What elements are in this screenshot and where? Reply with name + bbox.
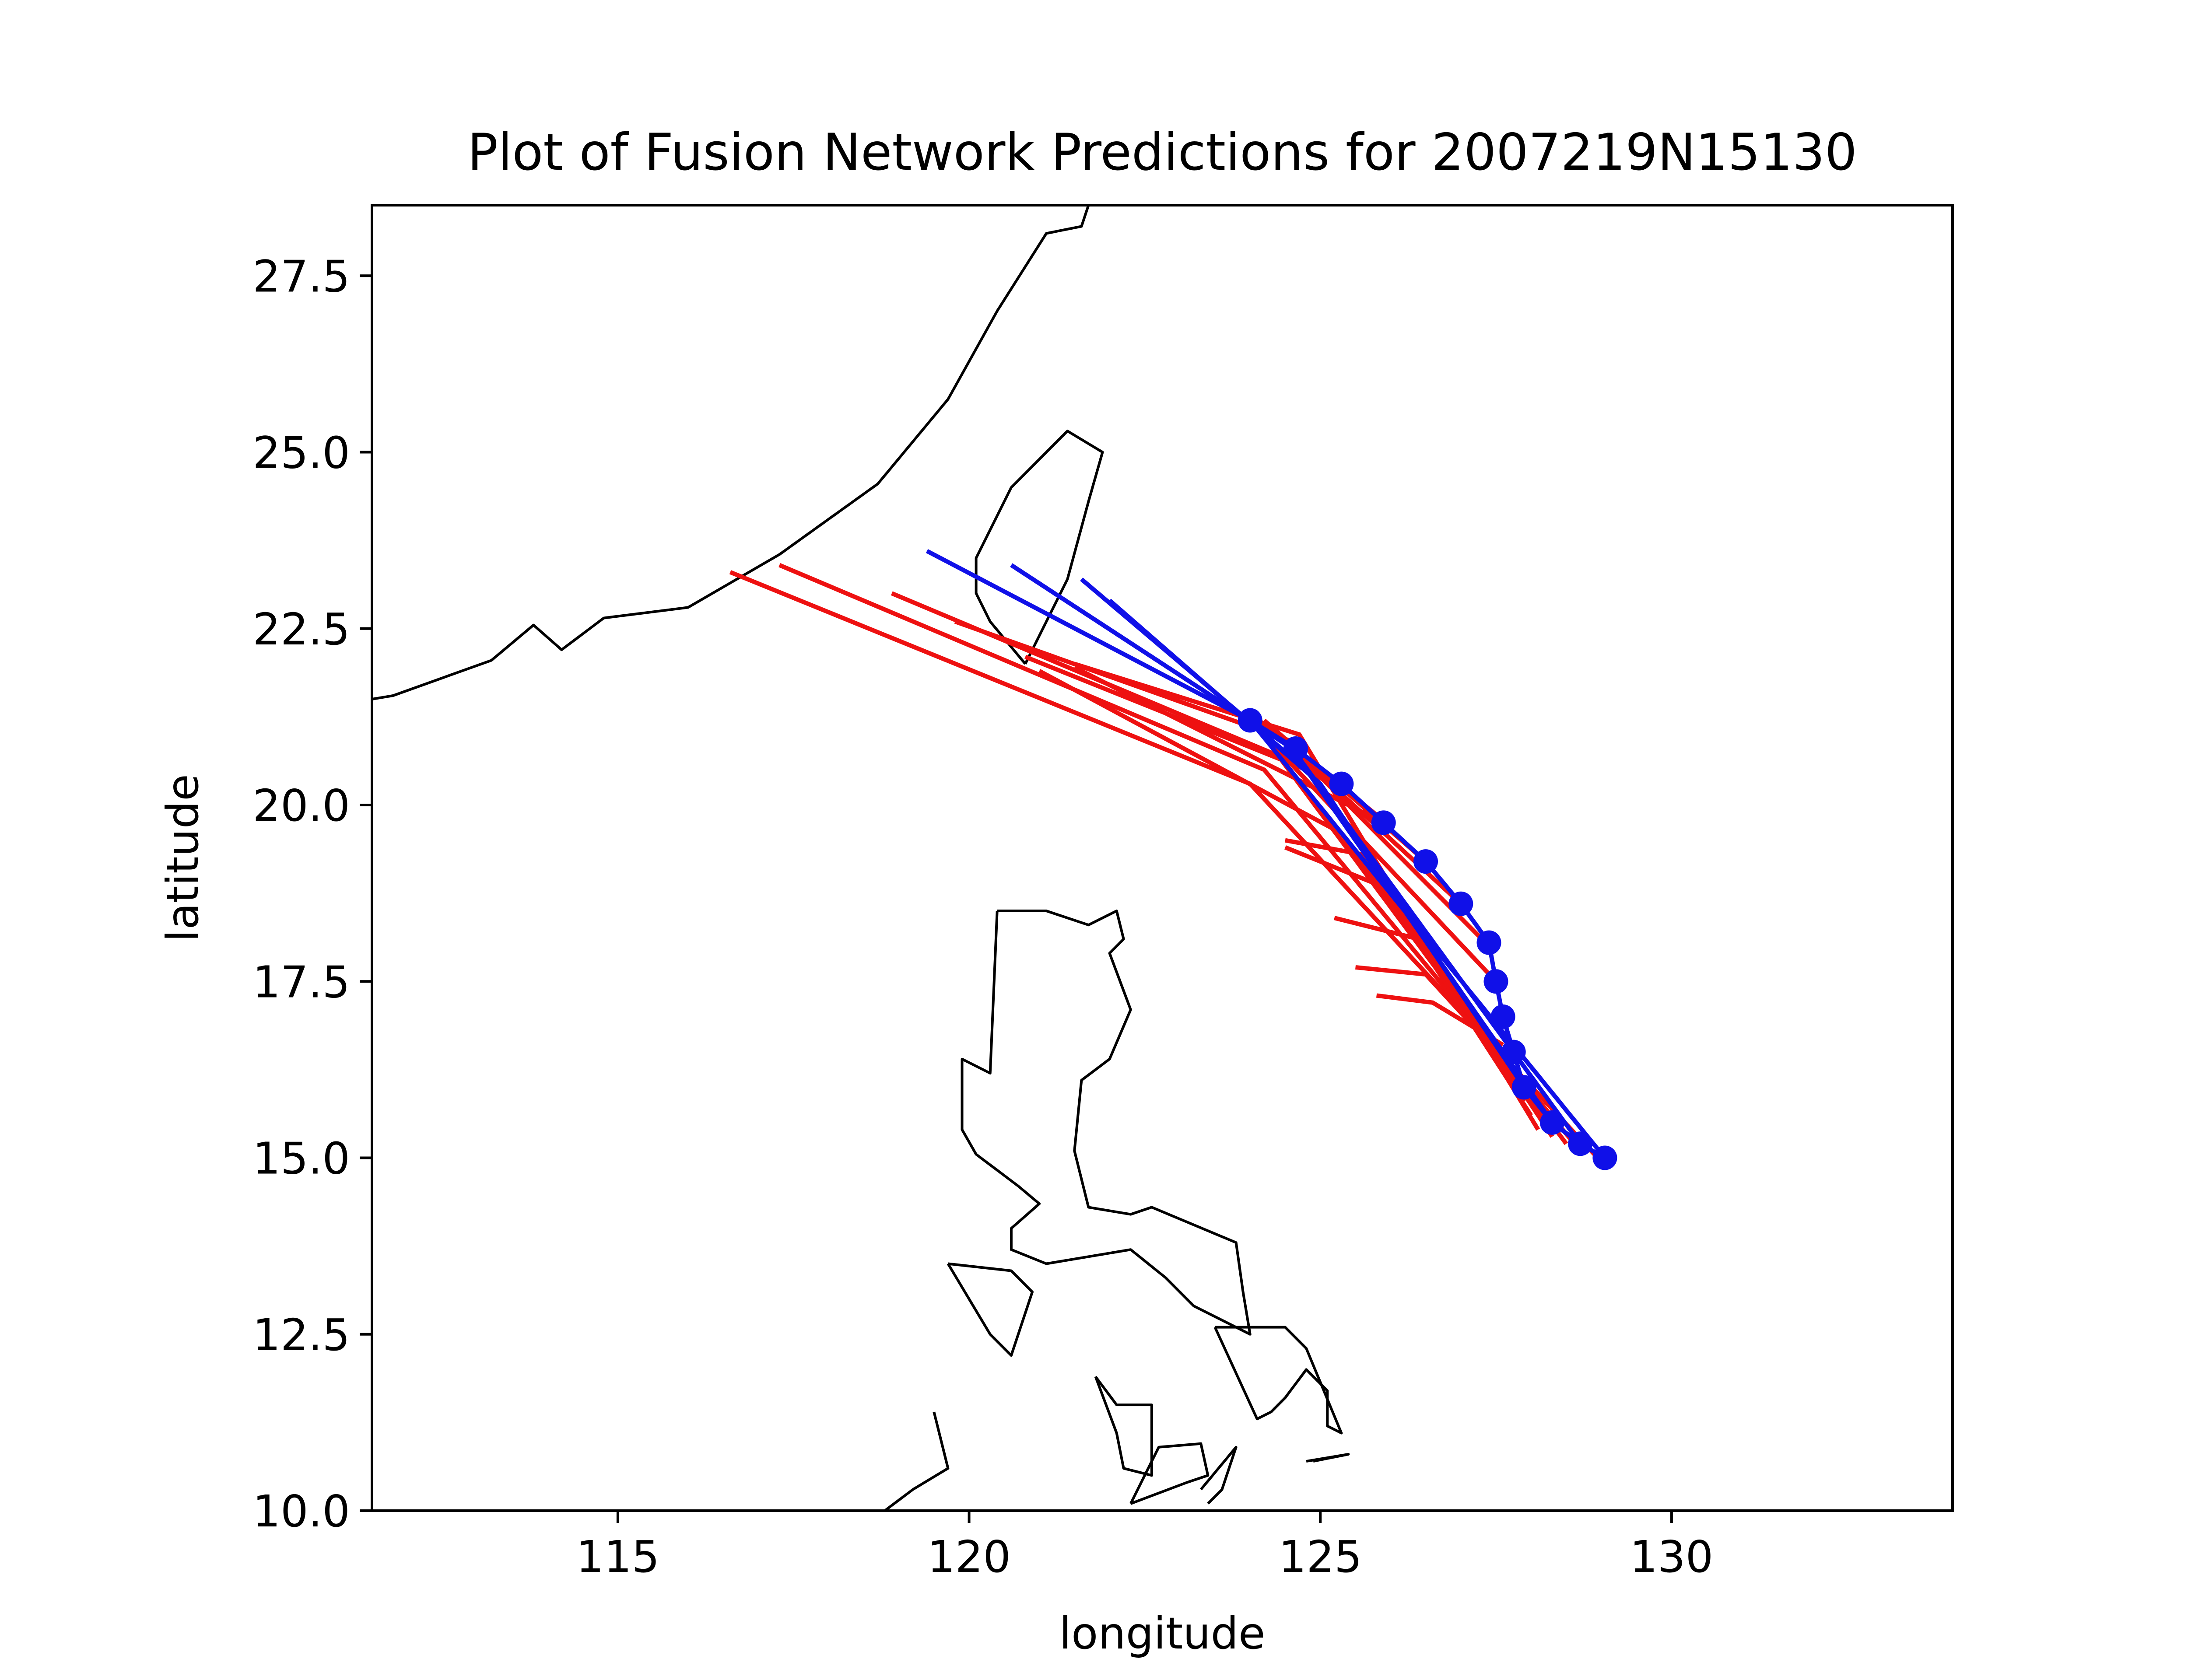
coastline-5 — [1213, 1326, 1343, 1435]
y-axis-ticks: 10.0 12.5 15.0 17.5 20.0 22.5 25.0 27.5 — [252, 251, 372, 1537]
y-tick-label: 25.0 — [252, 427, 350, 479]
chart-title: Plot of Fusion Network Predictions for 2… — [467, 123, 1857, 182]
coastline-1 — [372, 205, 1090, 701]
x-axis-label: longitude — [1059, 1608, 1265, 1659]
observed-point-4 — [1511, 1075, 1536, 1100]
x-tick-label: 125 — [1279, 1531, 1362, 1582]
observed-point-7 — [1483, 969, 1508, 994]
x-axis-ticks: 115 120 125 130 — [576, 1511, 1713, 1582]
observed-track-layer — [926, 549, 1617, 1170]
coastline-6 — [1094, 1376, 1153, 1477]
coastline-2 — [975, 430, 1104, 665]
observed-point-8 — [1476, 930, 1501, 955]
observed-point-9 — [1448, 891, 1473, 916]
observed-point-1 — [1592, 1145, 1617, 1170]
coastline-layer — [372, 205, 1350, 1511]
y-tick-label: 15.0 — [252, 1133, 350, 1184]
observed-point-11 — [1371, 810, 1396, 835]
predicted-line-11 — [1376, 993, 1504, 1047]
y-tick-label: 17.5 — [252, 956, 350, 1008]
y-axis-label: latitude — [157, 774, 208, 942]
observed-line-4 — [1108, 598, 1526, 1088]
observed-point-2 — [1568, 1131, 1593, 1156]
x-tick-label: 130 — [1630, 1531, 1713, 1582]
coastline-3 — [961, 910, 1252, 1336]
observed-point-3 — [1540, 1110, 1564, 1135]
observed-point-10 — [1413, 849, 1438, 874]
observed-point-14 — [1238, 708, 1262, 733]
y-tick-label: 12.5 — [252, 1309, 350, 1361]
plot-frame — [371, 204, 1954, 1512]
coastline-4 — [947, 1262, 1034, 1357]
predicted-line-17 — [1073, 665, 1385, 825]
coastline-7 — [1129, 1442, 1210, 1505]
coastline-8 — [1199, 1446, 1238, 1505]
observed-point-13 — [1283, 736, 1308, 761]
x-tick-label: 115 — [576, 1531, 659, 1582]
y-tick-label: 27.5 — [252, 251, 350, 302]
x-tick-label: 120 — [927, 1531, 1011, 1582]
y-tick-label: 22.5 — [252, 604, 350, 655]
coastline-9 — [1306, 1453, 1350, 1463]
observed-point-5 — [1501, 1040, 1526, 1064]
observed-point-12 — [1329, 771, 1354, 796]
predicted-line-10 — [1355, 965, 1512, 1068]
coastline-10 — [884, 1411, 950, 1511]
predicted-line-18 — [1024, 654, 1343, 786]
observed-point-6 — [1490, 1004, 1515, 1029]
y-tick-label: 10.0 — [252, 1486, 350, 1537]
y-tick-label: 20.0 — [252, 780, 350, 831]
